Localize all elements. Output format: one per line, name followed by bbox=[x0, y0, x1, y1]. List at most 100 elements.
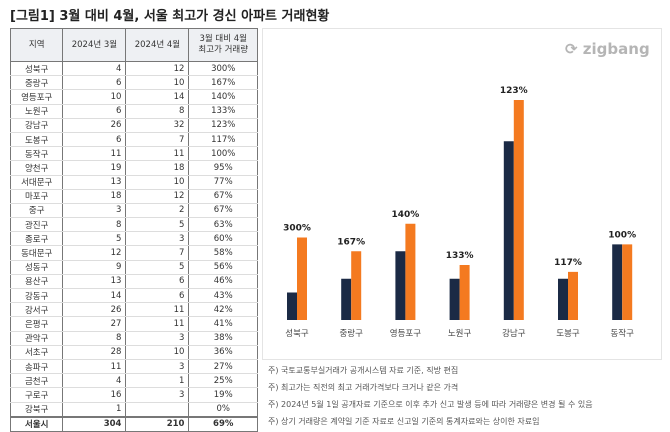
x-tick-label: 동작구 bbox=[610, 328, 634, 339]
footnote: 주) 최고가는 직전의 최고 거래가격보다 크거나 같은 가격 bbox=[268, 383, 459, 392]
table-row: 강남구 26 32 123% bbox=[9, 118, 258, 133]
table-row: 광진구 8 5 63% bbox=[9, 217, 258, 233]
x-tick-label: 도봉구 bbox=[556, 329, 580, 339]
logo-icon: ⟳ bbox=[565, 40, 583, 58]
april-cell: 10 bbox=[125, 345, 190, 360]
district-cell: 강서구 bbox=[9, 302, 64, 318]
chart-panel bbox=[262, 28, 662, 360]
ratio-cell: 56% bbox=[188, 260, 258, 275]
table-row: 노원구 6 8 133% bbox=[9, 104, 258, 119]
district-cell: 성북구 bbox=[9, 61, 64, 77]
page-title: [그림1] 3월 대비 4월, 서울 최고가 경신 아파트 거래현황 bbox=[10, 9, 330, 24]
april-cell: 3 bbox=[125, 359, 190, 375]
april-cell: 6 bbox=[125, 288, 190, 304]
column-header: 3월 대비 4월 최고가 거래량 bbox=[188, 28, 258, 62]
ratio-cell: 167% bbox=[188, 75, 258, 91]
ratio-cell: 67% bbox=[188, 189, 258, 204]
table-row: 서대문구 13 10 77% bbox=[9, 175, 258, 190]
bar-march bbox=[395, 251, 406, 320]
bar-april bbox=[351, 251, 362, 320]
table-row: 강동구 14 6 43% bbox=[9, 288, 258, 304]
column-header: 2024년 4월 bbox=[125, 28, 190, 62]
district-cell: 중구 bbox=[9, 203, 64, 219]
x-tick-label: 성북구 bbox=[285, 329, 309, 339]
ratio-cell: 123% bbox=[188, 118, 258, 133]
data-label: 133% bbox=[446, 251, 474, 261]
april-cell: 11 bbox=[125, 316, 190, 332]
ratio-cell: 58% bbox=[188, 245, 258, 261]
april-cell: 5 bbox=[125, 217, 190, 233]
april-cell: 2 bbox=[125, 203, 190, 219]
april-cell: 32 bbox=[125, 118, 190, 133]
april-cell: 3 bbox=[125, 331, 190, 346]
x-tick-label: 중랑구 bbox=[339, 328, 363, 339]
district-cell: 동대문구 bbox=[9, 245, 64, 261]
district-cell: 성동구 bbox=[9, 260, 64, 275]
table-row: 은평구 27 11 41% bbox=[9, 316, 258, 332]
table-row: 강북구 1 0% bbox=[9, 402, 258, 418]
bar-march bbox=[558, 278, 568, 320]
april-cell: 18 bbox=[125, 160, 190, 176]
district-cell: 도봉구 bbox=[9, 132, 64, 148]
column-header: 2024년 3월 bbox=[62, 28, 127, 62]
table-row: 동작구 11 11 100% bbox=[9, 146, 258, 162]
zigbang-logo: ⟳ zigbang bbox=[565, 40, 650, 58]
district-cell: 강동구 bbox=[9, 288, 64, 304]
april-cell: 11 bbox=[125, 146, 190, 162]
april-cell: 1 bbox=[125, 373, 190, 389]
ratio-cell: 63% bbox=[188, 217, 258, 233]
table-row: 강서구 26 11 42% bbox=[9, 302, 258, 318]
district-cell: 동작구 bbox=[9, 146, 64, 162]
table-row: 영등포구 10 14 140% bbox=[9, 89, 258, 105]
bar-march bbox=[287, 292, 297, 320]
footnote: 주) 2024년 5월 1일 공개자료 기준으로 이후 추가 신고 발생 등에 … bbox=[268, 400, 593, 409]
april-cell: 210 bbox=[125, 415, 190, 432]
column-header: 지역 bbox=[9, 28, 64, 62]
bar-april bbox=[405, 223, 416, 320]
ratio-cell: 77% bbox=[188, 175, 258, 190]
table-row: 동대문구 12 7 58% bbox=[9, 245, 258, 261]
district-cell: 서울시 bbox=[9, 415, 64, 432]
district-cell: 마포구 bbox=[9, 189, 64, 204]
district-cell: 영등포구 bbox=[9, 89, 64, 105]
table-row: 중구 3 2 67% bbox=[9, 203, 258, 219]
table-row: 송파구 11 3 27% bbox=[9, 359, 258, 375]
table-row: 성북구 4 12 300% bbox=[9, 61, 258, 77]
footnote: 주) 국토교통부실거래가 공개시스템 자료 기준, 직방 편집 bbox=[268, 366, 459, 375]
ratio-cell: 36% bbox=[188, 345, 258, 360]
ratio-cell: 95% bbox=[188, 160, 258, 176]
bar-march bbox=[503, 141, 514, 320]
data-label: 167% bbox=[337, 237, 365, 247]
april-cell: 10 bbox=[125, 75, 190, 91]
table-row: 양천구 19 18 95% bbox=[9, 160, 258, 176]
bar-april bbox=[622, 244, 633, 320]
table-row: 마포구 18 12 67% bbox=[9, 189, 258, 204]
data-label: 300% bbox=[283, 224, 311, 234]
april-cell: 7 bbox=[125, 132, 190, 148]
district-cell: 은평구 bbox=[9, 316, 64, 332]
bar-march bbox=[612, 244, 623, 320]
district-cell: 양천구 bbox=[9, 160, 64, 176]
bar-march bbox=[449, 278, 460, 320]
logo-text: zigbang bbox=[582, 40, 650, 58]
table-row: 구로구 16 3 19% bbox=[9, 387, 258, 403]
ratio-cell: 140% bbox=[188, 89, 258, 105]
april-cell: 6 bbox=[125, 274, 190, 290]
table-header: 지역 2024년 3월 2024년 4월 3월 대비 4월 최고가 거래량 bbox=[9, 28, 258, 62]
table-row: 도봉구 6 7 117% bbox=[9, 132, 258, 148]
ratio-cell: 60% bbox=[188, 231, 258, 247]
footnote: 주) 상기 거래량은 계약일 기준 자료로 신고일 기준의 통계자료와는 상이한… bbox=[268, 417, 540, 426]
ratio-cell: 69% bbox=[188, 415, 258, 432]
x-tick-label: 영등포구 bbox=[390, 328, 421, 339]
april-cell: 12 bbox=[125, 61, 190, 77]
district-cell: 송파구 bbox=[9, 359, 64, 375]
ratio-cell: 43% bbox=[188, 288, 258, 304]
x-tick-label: 노원구 bbox=[448, 329, 472, 339]
district-cell: 중랑구 bbox=[9, 75, 64, 91]
ratio-cell: 300% bbox=[188, 61, 258, 77]
ratio-cell: 38% bbox=[188, 331, 258, 346]
ratio-cell: 42% bbox=[188, 302, 258, 318]
april-cell: 12 bbox=[125, 189, 190, 204]
district-cell: 금천구 bbox=[9, 373, 64, 389]
district-cell: 구로구 bbox=[9, 387, 64, 403]
